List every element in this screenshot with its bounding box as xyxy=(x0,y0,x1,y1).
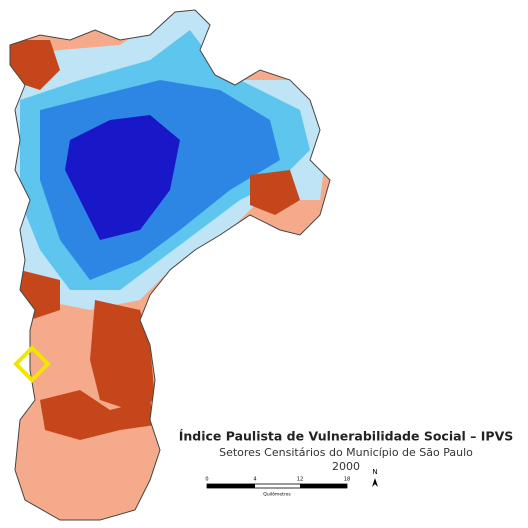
scale-bar-segment xyxy=(300,484,347,488)
city-map xyxy=(10,10,330,520)
region-fill xyxy=(40,390,155,440)
scale-label: 4 xyxy=(253,477,256,483)
scale-unit: Quilômetros xyxy=(263,491,291,498)
highlight-marker xyxy=(13,345,51,383)
north-label: N xyxy=(372,468,377,476)
scale-label: 18 xyxy=(344,477,350,483)
region-fill xyxy=(250,170,300,215)
map-subtitle: Setores Censitários do Município de São … xyxy=(219,446,473,459)
map-year: 2000 xyxy=(332,460,360,473)
scale-bar-segment xyxy=(207,484,255,488)
region-fill xyxy=(65,115,180,240)
scale-label: 0 xyxy=(205,477,208,483)
scale-label: 12 xyxy=(297,477,303,483)
map-title: Índice Paulista de Vulnerabilidade Socia… xyxy=(179,429,514,444)
city-outline xyxy=(9,9,331,521)
region-fill xyxy=(90,300,155,410)
north-arrow: N xyxy=(372,468,378,487)
scale-bar: 0 4 12 18 Quilômetros xyxy=(205,477,350,498)
north-arrow-shape xyxy=(372,478,378,487)
